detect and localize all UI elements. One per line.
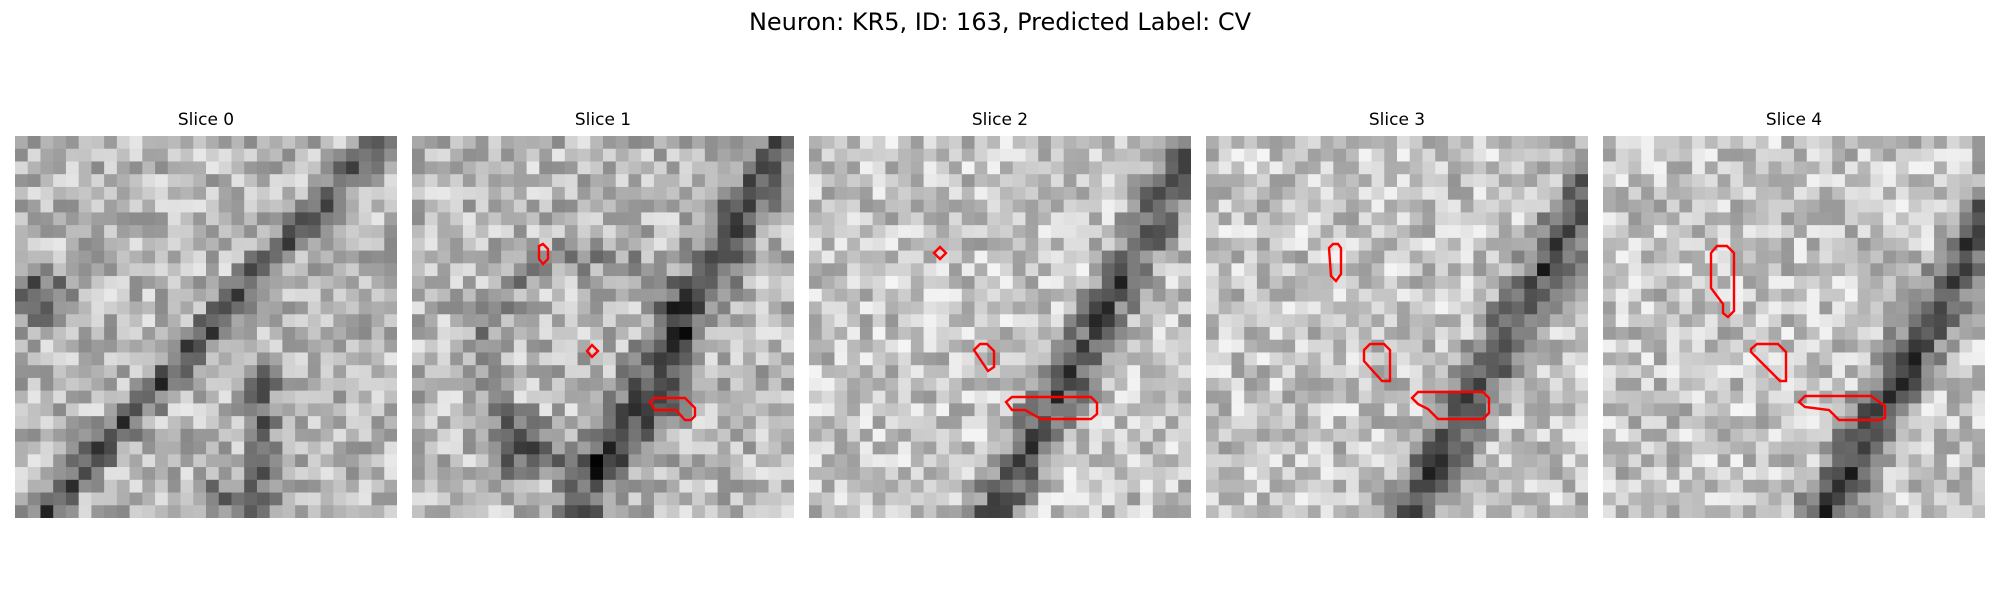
roi-contour <box>972 342 996 373</box>
roi-contour <box>585 343 600 359</box>
slice-title: Slice 0 <box>177 110 235 130</box>
pixel-grid <box>1206 136 1588 518</box>
slice-title: Slice 2 <box>971 110 1029 130</box>
pixel-grid <box>809 136 1191 518</box>
slice-image <box>15 136 397 518</box>
slice-title: Slice 4 <box>1765 110 1823 130</box>
slice-title: Slice 3 <box>1368 110 1426 130</box>
roi-contour <box>1004 395 1099 421</box>
slice-panel-2: Slice 2 <box>809 108 1191 518</box>
roi-contour <box>1362 342 1392 383</box>
slice-panel-4: Slice 4 <box>1603 108 1985 518</box>
roi-contour <box>1749 342 1788 383</box>
pixel-grid <box>15 136 397 518</box>
roi-contour <box>1797 394 1887 422</box>
slice-image <box>412 136 794 518</box>
roi-contour <box>1327 242 1343 283</box>
slice-panel-1: Slice 1 <box>412 108 794 518</box>
roi-contour <box>932 245 948 261</box>
pixel-grid <box>412 136 794 518</box>
slice-panel-0: Slice 0 <box>15 108 397 518</box>
slice-image <box>1206 136 1588 518</box>
slice-image <box>1603 136 1985 518</box>
roi-contour <box>537 242 550 266</box>
slice-image <box>809 136 1191 518</box>
slice-title: Slice 1 <box>574 110 632 130</box>
roi-contour <box>1709 244 1736 319</box>
roi-contour <box>1410 390 1491 421</box>
pixel-grid <box>1603 136 1985 518</box>
figure-title: Neuron: KR5, ID: 163, Predicted Label: C… <box>748 8 1252 36</box>
slice-panel-3: Slice 3 <box>1206 108 1588 518</box>
roi-contour <box>648 396 697 422</box>
